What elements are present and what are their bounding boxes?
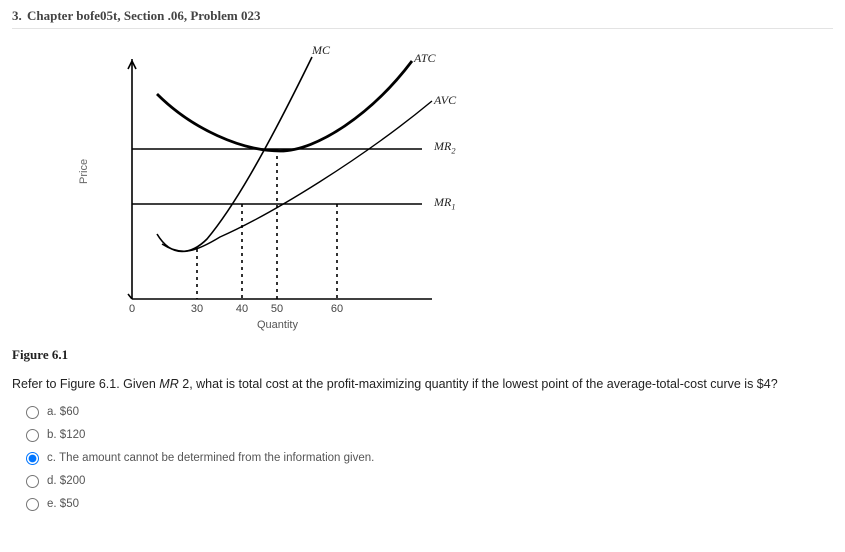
tick-origin: 0 (122, 303, 142, 315)
problem-number: 3. (12, 8, 22, 24)
option-b[interactable]: b. $120 (26, 429, 833, 442)
label-mr1: MR1 (434, 195, 456, 211)
problem-title: Chapter bofe05t, Section .06, Problem 02… (27, 8, 261, 23)
tick-60: 60 (327, 303, 347, 315)
answer-options: a. $60 b. $120 c. The amount cannot be d… (12, 406, 833, 511)
radio-e[interactable] (26, 498, 39, 511)
label-atc: ATC (414, 51, 436, 66)
option-text: $200 (60, 475, 86, 487)
chart-svg (102, 39, 472, 319)
option-letter: e. (47, 498, 57, 510)
option-text: $120 (60, 429, 86, 441)
y-axis-label: Price (78, 159, 90, 184)
divider (12, 28, 833, 29)
option-letter: c. (47, 452, 56, 464)
radio-a[interactable] (26, 406, 39, 419)
option-d[interactable]: d. $200 (26, 475, 833, 488)
option-e[interactable]: e. $50 (26, 498, 833, 511)
radio-d[interactable] (26, 475, 39, 488)
problem-header: 3. Chapter bofe05t, Section .06, Problem… (12, 8, 833, 24)
option-text: $60 (60, 406, 79, 418)
radio-b[interactable] (26, 429, 39, 442)
option-letter: a. (47, 406, 57, 418)
option-letter: d. (47, 475, 57, 487)
label-mr2: MR2 (434, 139, 456, 155)
label-mc: MC (312, 43, 330, 58)
question-text: Refer to Figure 6.1. Given MR 2, what is… (12, 375, 833, 394)
label-avc: AVC (434, 93, 456, 108)
radio-c[interactable] (26, 452, 39, 465)
figure-caption: Figure 6.1 (12, 347, 833, 363)
option-text: $50 (60, 498, 79, 510)
tick-40: 40 (232, 303, 252, 315)
option-text: The amount cannot be determined from the… (59, 452, 374, 464)
economics-chart: Price (102, 39, 472, 339)
tick-50: 50 (267, 303, 287, 315)
x-axis-label: Quantity (257, 319, 298, 331)
option-a[interactable]: a. $60 (26, 406, 833, 419)
option-letter: b. (47, 429, 57, 441)
tick-30: 30 (187, 303, 207, 315)
option-c[interactable]: c. The amount cannot be determined from … (26, 452, 833, 465)
